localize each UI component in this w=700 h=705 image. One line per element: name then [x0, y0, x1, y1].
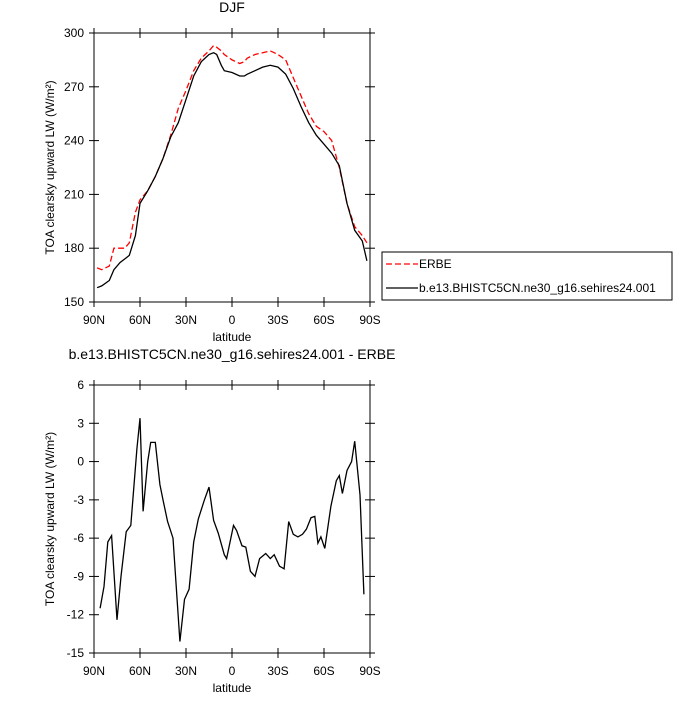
- series-line: [96, 51, 368, 289]
- y-tick-label: -9: [73, 569, 84, 583]
- x-tick-label: 60N: [129, 313, 151, 327]
- y-tick-label: 270: [64, 80, 84, 94]
- x-tick-label: 60N: [129, 664, 151, 678]
- y-tick-label: 210: [64, 187, 84, 201]
- x-tick-label: 0: [229, 664, 236, 678]
- x-tick-label: 30S: [267, 664, 288, 678]
- y-tick-label: -3: [73, 493, 84, 507]
- x-tick-label: 60S: [313, 664, 334, 678]
- x-tick-label: 30S: [267, 313, 288, 327]
- legend-box: [381, 251, 673, 301]
- x-tick-label: 90N: [83, 313, 105, 327]
- x-tick-label: 30N: [175, 313, 197, 327]
- legend-label: b.e13.BHISTC5CN.ne30_g16.sehires24.001: [419, 281, 656, 295]
- x-tick-label: 90S: [359, 664, 380, 678]
- x-tick-label: 90N: [83, 664, 105, 678]
- y-tick-label: 240: [64, 134, 84, 148]
- y-tick-label: -6: [73, 531, 84, 545]
- y-tick-label: -15: [67, 646, 85, 660]
- y-tick-label: 6: [77, 378, 84, 392]
- y-tick-label: 150: [64, 295, 84, 309]
- x-tick-label: 30N: [175, 664, 197, 678]
- y-tick-label: 0: [77, 455, 84, 469]
- x-axis-label: latitude: [213, 330, 252, 344]
- data-line: [99, 418, 365, 642]
- plot-frame: [93, 32, 371, 303]
- legend-label: ERBE: [419, 257, 452, 271]
- chart-title: b.e13.BHISTC5CN.ne30_g16.sehires24.001 -…: [69, 346, 396, 362]
- y-tick-label: -12: [67, 608, 85, 622]
- y-tick-label: 300: [64, 26, 84, 40]
- chart-title: DJF: [219, 0, 245, 15]
- y-tick-label: 3: [77, 416, 84, 430]
- x-tick-label: 90S: [359, 313, 380, 327]
- series-line: [96, 44, 368, 271]
- x-tick-label: 60S: [313, 313, 334, 327]
- y-axis-label: TOA clearsky upward LW (W/m²): [43, 432, 57, 606]
- x-tick-label: 0: [229, 313, 236, 327]
- y-tick-label: 180: [64, 241, 84, 255]
- x-axis-label: latitude: [213, 681, 252, 695]
- y-axis-label: TOA clearsky upward LW (W/m²): [43, 80, 57, 254]
